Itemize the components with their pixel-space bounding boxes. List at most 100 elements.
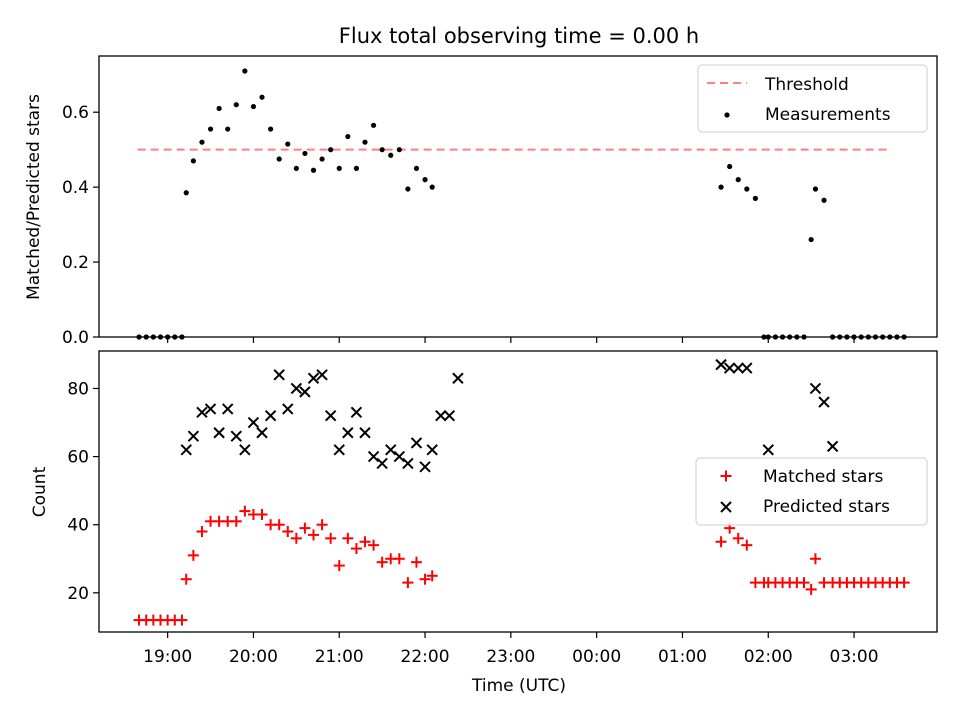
matched-point	[798, 577, 810, 589]
measurement-point	[405, 186, 411, 192]
measurement-point	[179, 334, 185, 340]
x-tick-label-3: 22:00	[401, 647, 450, 667]
measurement-point	[388, 152, 394, 158]
y-bottom-tick-label-3: 80	[67, 379, 89, 399]
measurement-point	[259, 94, 265, 100]
matched-point	[308, 529, 320, 541]
predicted-point	[247, 416, 260, 429]
measurement-point	[901, 334, 907, 340]
measurement-point	[744, 186, 750, 192]
matched-point	[393, 553, 405, 565]
legend-top: Threshold Measurements	[697, 64, 928, 133]
predicted-point	[282, 403, 294, 415]
measurement-point	[143, 334, 149, 340]
measurement-points	[136, 68, 907, 340]
measurement-point	[353, 165, 360, 171]
measurement-point	[183, 190, 189, 196]
y-axis-label-bottom: Count	[30, 466, 50, 517]
predicted-point	[273, 369, 285, 381]
y-top-tick-label-1: 0.2	[62, 253, 89, 273]
measurement-point	[136, 334, 142, 340]
measurement-point	[250, 103, 257, 110]
predicted-point	[264, 410, 277, 422]
matched-point	[809, 553, 821, 565]
y-ticks-top: 0.0 0.2 0.4 0.6	[62, 103, 99, 348]
matched-point	[359, 536, 371, 548]
predicted-point	[826, 440, 839, 453]
y-bottom-tick-label-2: 60	[67, 448, 89, 468]
measurement-point	[761, 334, 767, 340]
legend-matched-label: Matched stars	[763, 467, 883, 487]
measurement-point	[190, 158, 196, 164]
predicted-point	[316, 369, 328, 381]
measurement-point	[858, 334, 864, 340]
predicted-point	[359, 427, 371, 439]
matched-point	[290, 532, 302, 544]
x-tick-label-1: 20:00	[229, 647, 278, 667]
legend-bottom: Matched stars Predicted stars	[695, 457, 928, 526]
matched-point	[333, 560, 345, 572]
measurement-point	[285, 141, 291, 147]
measurement-point	[779, 334, 786, 340]
legend-matched-swatch	[720, 470, 732, 482]
predicted-point	[213, 427, 225, 439]
y-top-tick-label-0: 0.0	[62, 328, 89, 348]
count-points	[133, 358, 910, 626]
measurement-point	[735, 177, 741, 183]
measurement-point	[812, 186, 819, 192]
matched-point	[187, 549, 199, 561]
predicted-point	[342, 427, 354, 439]
predicted-point	[333, 444, 345, 456]
predicted-point	[452, 372, 464, 384]
measurement-point	[830, 334, 836, 340]
legend-threshold-label: Threshold	[764, 75, 849, 95]
legend-matched-marker	[720, 470, 732, 482]
matched-point	[316, 519, 328, 531]
x-axis-label: Time (UTC)	[471, 676, 566, 696]
predicted-point	[239, 444, 251, 456]
legend-predicted-swatch	[720, 501, 732, 513]
matched-point	[426, 570, 438, 582]
measurement-point	[150, 334, 156, 340]
predicted-point	[367, 450, 380, 463]
predicted-point	[180, 444, 192, 456]
predicted-point	[376, 457, 388, 470]
measurement-point	[302, 150, 308, 157]
measurement-point	[207, 126, 214, 132]
matched-point	[376, 556, 388, 568]
x-tick-label-8: 03:00	[830, 647, 879, 667]
predicted-point	[299, 386, 311, 398]
measurement-point	[328, 147, 334, 153]
measurement-point	[429, 184, 435, 190]
legend-measurements-swatch	[724, 112, 730, 118]
measurement-point	[718, 184, 724, 190]
matched-point	[402, 577, 414, 589]
y-top-tick-label-2: 0.4	[62, 178, 89, 198]
predicted-point	[385, 444, 397, 456]
legend-measurements-label: Measurements	[765, 105, 891, 125]
legend-bottom-box	[695, 457, 928, 526]
measurement-point	[801, 334, 807, 340]
predicted-point	[402, 457, 414, 470]
predicted-point	[741, 362, 753, 374]
measurement-point	[865, 334, 871, 340]
measurement-point	[787, 334, 793, 340]
panel-counts: 19:00 20:00 21:00 22:00 23:00 00:00 01:00 02:00…	[30, 350, 938, 696]
legend-predicted-label: Predicted stars	[763, 497, 890, 517]
chart-title: Flux total observing time = 0.00 h	[339, 24, 699, 48]
predicted-point	[443, 410, 456, 422]
predicted-point	[818, 396, 830, 408]
measurement-point	[293, 165, 299, 171]
x-tick-label-5: 00:00	[572, 647, 621, 667]
matched-point	[325, 532, 337, 544]
predicted-point	[307, 372, 320, 384]
matched-point	[741, 539, 753, 551]
measurement-point	[268, 126, 274, 132]
predicted-point	[723, 362, 736, 374]
measurement-point	[345, 133, 351, 140]
x-tick-label-4: 23:00	[486, 647, 535, 667]
x-ticks-bottom: 19:00 20:00 21:00 22:00 23:00 00:00 01:00 02:00…	[143, 632, 879, 667]
legend-predicted-marker	[720, 501, 732, 513]
measurement-point	[336, 165, 342, 171]
